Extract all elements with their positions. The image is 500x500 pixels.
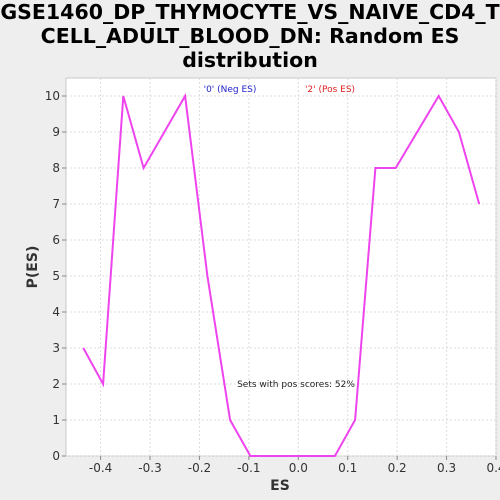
y-tick-label: 10	[45, 89, 60, 103]
y-axis-title: P(ES)	[25, 246, 41, 289]
y-tick-label: 3	[52, 341, 60, 355]
grid-lines	[66, 78, 497, 457]
y-axis: 0 1 2 3 4 5 6 7 8 9 10	[45, 89, 66, 463]
x-tick-label: 0.4	[486, 461, 500, 475]
pos-scores-annotation: Sets with pos scores: 52%	[237, 380, 355, 390]
x-tick-label: 0.2	[388, 461, 407, 475]
y-tick-label: 5	[52, 269, 60, 283]
y-tick-label: 6	[52, 233, 60, 247]
x-tick-label: -0.3	[138, 461, 161, 475]
y-tick-label: 9	[52, 125, 60, 139]
x-tick-label: 0.3	[437, 461, 456, 475]
y-tick-label: 0	[52, 449, 60, 463]
chart-title-line-3: distribution	[182, 48, 318, 72]
chart-title: GSE1460_DP_THYMOCYTE_VS_NAIVE_CD4_T CELL…	[0, 0, 500, 72]
legend-entry-pos-es: '2' (Pos ES)	[305, 85, 355, 95]
y-tick-label: 2	[52, 377, 60, 391]
y-tick-label: 1	[52, 413, 60, 427]
x-tick-label: 0.1	[338, 461, 357, 475]
chart-title-line-2: CELL_ADULT_BLOOD_DN: Random ES	[40, 24, 460, 48]
y-tick-label: 7	[52, 197, 60, 211]
legend-entry-neg-es: '0' (Neg ES)	[204, 85, 257, 95]
x-axis: -0.4 -0.3 -0.2 -0.1 0.0 0.1 0.2 0.3 0.4	[89, 456, 500, 475]
x-axis-title: ES	[270, 478, 290, 494]
series-line	[82, 92, 481, 457]
x-tick-label: 0.0	[289, 461, 308, 475]
chart-title-line-1: GSE1460_DP_THYMOCYTE_VS_NAIVE_CD4_T	[0, 0, 500, 24]
y-tick-label: 8	[52, 161, 60, 175]
x-tick-label: -0.4	[89, 461, 112, 475]
plot-area	[65, 77, 497, 457]
x-tick-label: -0.2	[188, 461, 211, 475]
x-tick-label: -0.1	[237, 461, 260, 475]
y-tick-label: 4	[52, 305, 60, 319]
